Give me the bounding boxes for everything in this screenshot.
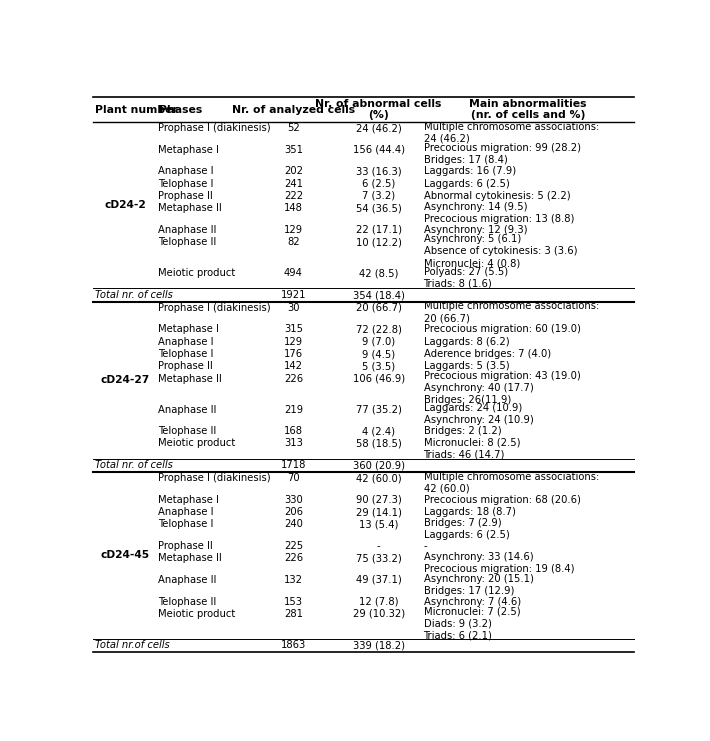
Text: Meiotic product: Meiotic product [158,609,236,619]
Text: Total nr.of cells: Total nr.of cells [95,640,170,650]
Text: Telophase I: Telophase I [158,519,214,530]
Text: Telophase II: Telophase II [158,237,217,247]
Text: Multiple chromosome associations:
20 (66.7): Multiple chromosome associations: 20 (66… [424,302,599,324]
Text: Prophase II: Prophase II [158,191,213,201]
Text: 77 (35.2): 77 (35.2) [356,405,402,414]
Text: Meiotic product: Meiotic product [158,439,236,448]
Text: Metaphase I: Metaphase I [158,325,219,334]
Text: 72 (22.8): 72 (22.8) [356,325,402,334]
Text: 33 (16.3): 33 (16.3) [356,166,401,176]
Text: 1718: 1718 [280,460,306,471]
Text: 219: 219 [284,405,303,414]
Text: Plant number: Plant number [95,104,178,115]
Text: Laggards: 8 (6.2): Laggards: 8 (6.2) [424,336,509,347]
Text: -: - [377,541,381,551]
Text: 339 (18.2): 339 (18.2) [353,640,405,650]
Text: 54 (36.5): 54 (36.5) [356,203,401,213]
Text: Total nr. of cells: Total nr. of cells [95,290,173,300]
Text: Micronuclei: 8 (2.5)
Triads: 46 (14.7): Micronuclei: 8 (2.5) Triads: 46 (14.7) [424,437,520,459]
Text: Metaphase II: Metaphase II [158,554,222,563]
Text: -: - [424,541,427,551]
Text: 29 (14.1): 29 (14.1) [356,507,402,517]
Text: 82: 82 [287,237,300,247]
Text: Laggards: 5 (3.5): Laggards: 5 (3.5) [424,362,509,371]
Text: Precocious migration: 60 (19.0): Precocious migration: 60 (19.0) [424,325,581,334]
Text: Aderence bridges: 7 (4.0): Aderence bridges: 7 (4.0) [424,349,551,359]
Text: Nr. of abnormal cells
(%): Nr. of abnormal cells (%) [315,99,442,121]
Text: Precocious migration: 43 (19.0)
Asynchrony: 40 (17.7)
Bridges: 26(11.9): Precocious migration: 43 (19.0) Asynchro… [424,371,580,405]
Text: Asynchrony: 14 (9.5)
Precocious migration: 13 (8.8): Asynchrony: 14 (9.5) Precocious migratio… [424,202,574,224]
Text: 1863: 1863 [280,640,306,650]
Text: Bridges: 7 (2.9)
Laggards: 6 (2.5): Bridges: 7 (2.9) Laggards: 6 (2.5) [424,518,509,540]
Text: 1921: 1921 [280,290,306,300]
Text: 24 (46.2): 24 (46.2) [356,123,401,133]
Text: 222: 222 [284,191,303,201]
Text: 58 (18.5): 58 (18.5) [356,439,401,448]
Text: 330: 330 [284,495,302,505]
Text: 42 (60.0): 42 (60.0) [356,473,401,483]
Text: 156 (44.4): 156 (44.4) [353,144,405,155]
Text: 354 (18.4): 354 (18.4) [353,290,405,300]
Text: 494: 494 [284,268,302,278]
Text: Telophase I: Telophase I [158,349,214,359]
Text: 226: 226 [284,554,303,563]
Text: Laggards: 24 (10.9)
Asynchrony: 24 (10.9): Laggards: 24 (10.9) Asynchrony: 24 (10.9… [424,403,533,425]
Text: 206: 206 [284,507,303,517]
Text: Anaphase I: Anaphase I [158,507,214,517]
Text: cD24-45: cD24-45 [101,551,150,560]
Text: 351: 351 [284,144,303,155]
Text: Anaphase II: Anaphase II [158,575,217,585]
Text: 6 (2.5): 6 (2.5) [362,179,395,189]
Text: Metaphase I: Metaphase I [158,495,219,505]
Text: Meiotic product: Meiotic product [158,268,236,278]
Text: Asynchrony: 20 (15.1)
Bridges: 17 (12.9): Asynchrony: 20 (15.1) Bridges: 17 (12.9) [424,574,533,596]
Text: Metaphase II: Metaphase II [158,373,222,384]
Text: Prophase II: Prophase II [158,541,213,551]
Text: 226: 226 [284,373,303,384]
Text: 313: 313 [284,439,302,448]
Text: Asynchrony: 7 (4.6): Asynchrony: 7 (4.6) [424,597,520,607]
Text: 12 (7.8): 12 (7.8) [359,597,398,607]
Text: 225: 225 [284,541,303,551]
Text: Phases: Phases [158,104,202,115]
Text: Prophase I (diakinesis): Prophase I (diakinesis) [158,303,271,313]
Text: Precocious migration: 68 (20.6): Precocious migration: 68 (20.6) [424,495,581,505]
Text: 148: 148 [284,203,302,213]
Text: 129: 129 [284,336,303,347]
Text: Polyads: 27 (5.5)
Triads: 8 (1.6): Polyads: 27 (5.5) Triads: 8 (1.6) [424,267,508,289]
Text: Nr. of analyzed cells: Nr. of analyzed cells [231,104,355,115]
Text: Bridges: 2 (1.2): Bridges: 2 (1.2) [424,426,501,436]
Text: 22 (17.1): 22 (17.1) [356,225,402,235]
Text: Micronuclei: 7 (2.5)
Diads: 9 (3.2)
Triads: 6 (2.1): Micronuclei: 7 (2.5) Diads: 9 (3.2) Tria… [424,606,520,640]
Text: 20 (66.7): 20 (66.7) [356,303,402,313]
Text: Anaphase I: Anaphase I [158,336,214,347]
Text: 29 (10.32): 29 (10.32) [353,609,405,619]
Text: 9 (7.0): 9 (7.0) [362,336,395,347]
Text: 360 (20.9): 360 (20.9) [353,460,405,471]
Text: 168: 168 [284,426,303,436]
Text: 90 (27.3): 90 (27.3) [356,495,401,505]
Text: 132: 132 [284,575,303,585]
Text: Laggards: 6 (2.5): Laggards: 6 (2.5) [424,179,509,189]
Text: Precocious migration: 99 (28.2)
Bridges: 17 (8.4): Precocious migration: 99 (28.2) Bridges:… [424,143,581,165]
Text: Anaphase II: Anaphase II [158,405,217,414]
Text: 240: 240 [284,519,302,530]
Text: Anaphase I: Anaphase I [158,166,214,176]
Text: Prophase I (diakinesis): Prophase I (diakinesis) [158,123,271,133]
Text: Abnormal cytokinesis: 5 (2.2): Abnormal cytokinesis: 5 (2.2) [424,191,570,201]
Text: 4 (2.4): 4 (2.4) [362,426,395,436]
Text: 5 (3.5): 5 (3.5) [362,362,395,371]
Text: Metaphase II: Metaphase II [158,203,222,213]
Text: Asynchrony: 5 (6.1)
Absence of cytokinesis: 3 (3.6)
Micronuclei: 4 (0.8): Asynchrony: 5 (6.1) Absence of cytokines… [424,234,577,268]
Text: 7 (3.2): 7 (3.2) [362,191,395,201]
Text: 75 (33.2): 75 (33.2) [356,554,401,563]
Text: Multiple chromosome associations:
24 (46.2): Multiple chromosome associations: 24 (46… [424,122,599,144]
Text: Laggards: 18 (8.7): Laggards: 18 (8.7) [424,507,515,517]
Text: Prophase I (diakinesis): Prophase I (diakinesis) [158,473,271,483]
Text: cD24-27: cD24-27 [101,375,150,385]
Text: Telophase II: Telophase II [158,426,217,436]
Text: Asynchrony: 12 (9.3): Asynchrony: 12 (9.3) [424,225,527,235]
Text: 129: 129 [284,225,303,235]
Text: Main abnormalities
(nr. of cells and %): Main abnormalities (nr. of cells and %) [469,99,587,121]
Text: 49 (37.1): 49 (37.1) [356,575,401,585]
